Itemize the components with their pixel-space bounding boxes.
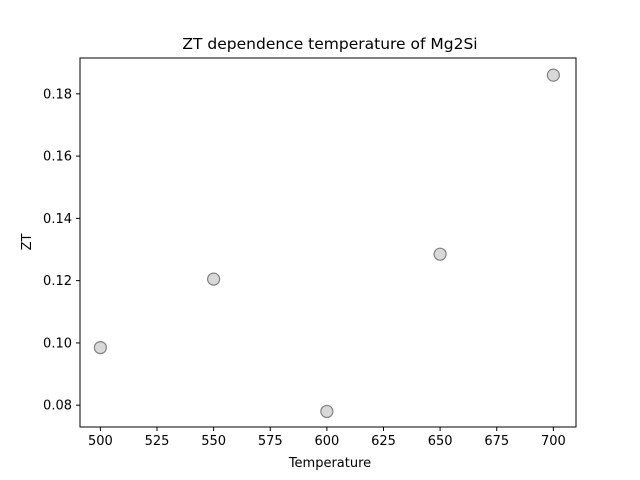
y-tick-label: 0.18 (43, 87, 72, 102)
y-tick-label: 0.08 (43, 399, 72, 414)
x-tick-label: 650 (428, 434, 453, 449)
x-axis-label: Temperature (288, 456, 371, 471)
x-tick-label: 575 (258, 434, 283, 449)
data-points (93, 68, 560, 419)
y-axis-label: ZT (20, 234, 35, 251)
x-tick-label: 625 (371, 434, 396, 449)
x-tick-label: 550 (201, 434, 226, 449)
chart-title: ZT dependence temperature of Mg2Si (182, 35, 477, 53)
y-tick-label: 0.14 (43, 212, 72, 227)
plot-area-frame (79, 57, 577, 428)
x-tick-label: 700 (541, 434, 566, 449)
data-point (546, 68, 560, 82)
data-point (320, 404, 334, 419)
x-tick-label: 525 (145, 434, 170, 449)
x-tick-label: 675 (484, 434, 509, 449)
y-tick-label: 0.12 (43, 274, 72, 289)
x-tick-label: 500 (88, 434, 113, 449)
data-point (93, 340, 107, 355)
data-point (433, 247, 447, 261)
y-tick-label: 0.10 (43, 336, 72, 351)
x-axis-ticks: 500 525 550 575 600 625 650 675 700 (88, 427, 566, 449)
x-tick-label: 600 (314, 434, 339, 449)
y-tick-label: 0.16 (43, 150, 72, 165)
data-point (207, 272, 221, 286)
y-axis-ticks: 0.08 0.10 0.12 0.14 0.16 0.18 (43, 87, 80, 414)
